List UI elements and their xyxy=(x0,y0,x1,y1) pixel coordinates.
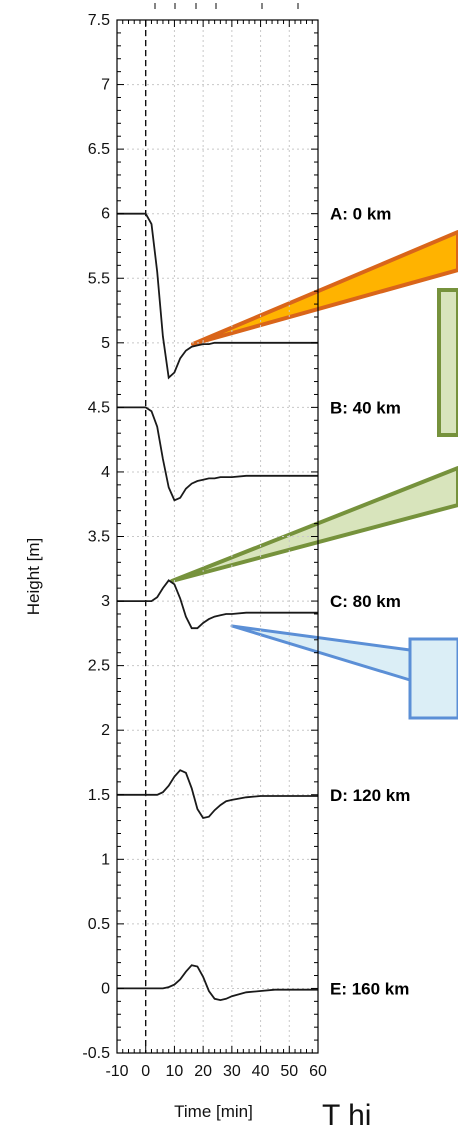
x-tick-label: 10 xyxy=(166,1063,184,1080)
y-tick-label: 5 xyxy=(101,335,110,352)
y-tick-label: 6.5 xyxy=(88,141,110,158)
blue-pointer-callout xyxy=(230,624,412,682)
x-tick-label: 40 xyxy=(252,1063,270,1080)
series-line-4 xyxy=(117,769,318,820)
station-label-d: D: 120 km xyxy=(330,786,410,805)
x-tick-label: 30 xyxy=(223,1063,241,1080)
grid-layer xyxy=(116,19,319,1054)
y-tick-label: 2.5 xyxy=(88,658,110,675)
x-tick-label: 50 xyxy=(280,1063,298,1080)
y-tick-label: 7.5 xyxy=(88,12,110,29)
series-line-5 xyxy=(117,964,318,1002)
y-tick-label: 1.5 xyxy=(88,787,110,804)
axes-layer xyxy=(116,3,319,1054)
x-axis-title: Time [min] xyxy=(174,1102,253,1121)
series-layer xyxy=(117,212,318,1002)
callout-layer xyxy=(170,230,458,720)
series-line-1 xyxy=(117,212,318,380)
station-label-e: E: 160 km xyxy=(330,979,409,998)
y-tick-label: 3 xyxy=(101,593,110,610)
y-tick-label: 6 xyxy=(101,206,110,223)
y-tick-label: 5.5 xyxy=(88,270,110,287)
blue-callout-box xyxy=(408,637,458,720)
station-label-a: A: 0 km xyxy=(330,205,391,224)
y-tick-label: 1 xyxy=(101,851,110,868)
x-tick-label: 60 xyxy=(309,1063,327,1080)
station-label-b: B: 40 km xyxy=(330,398,401,417)
series-line-3 xyxy=(117,579,318,630)
y-tick-label: 2 xyxy=(101,722,110,739)
station-label-c: C: 80 km xyxy=(330,592,401,611)
labels-layer: -10 0 10 20 30 40 50 60 -0.5 0 0.5 1 1.5 2 2.5 3 3.5 4 4.5… xyxy=(24,12,410,1121)
y-tick-label: 3.5 xyxy=(88,529,110,546)
x-tick-label: -10 xyxy=(105,1063,128,1080)
y-tick-label: 4.5 xyxy=(88,399,110,416)
green-pointer-callout xyxy=(170,466,458,583)
y-tick-label: 4 xyxy=(101,464,110,481)
y-axis-title: Height [m] xyxy=(24,538,43,615)
x-tick-label: 20 xyxy=(194,1063,212,1080)
orange-pointer-callout xyxy=(191,230,458,346)
y-tick-label: 7 xyxy=(101,77,110,94)
y-tick-label: 0 xyxy=(101,980,110,997)
y-tick-label: 0.5 xyxy=(88,916,110,933)
series-line-2 xyxy=(117,406,318,502)
green-callout-box xyxy=(437,288,458,437)
y-tick-label: -0.5 xyxy=(82,1045,110,1062)
clipped-bottom-text: T hi xyxy=(322,1099,371,1125)
x-tick-label: 0 xyxy=(141,1063,150,1080)
